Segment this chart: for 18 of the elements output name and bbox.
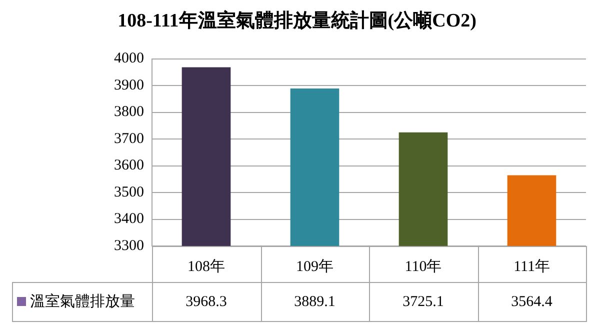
y-tick-label: 3900: [114, 77, 144, 94]
y-tick-label: 4000: [114, 50, 144, 67]
y-tick-label: 3600: [114, 158, 144, 174]
text: 溫室氣體排放量: [30, 292, 135, 310]
x-tick-label: 109年: [296, 258, 334, 275]
data-label: 3725.1: [402, 294, 444, 310]
data-label: 3968.3: [186, 294, 227, 310]
data-label: 3889.1: [294, 294, 336, 310]
x-tick-label: 108年: [188, 258, 225, 275]
y-tick-label: 3300: [114, 238, 144, 254]
data-label: 3564.4: [511, 294, 553, 310]
x-tick-label: 111年: [514, 258, 550, 275]
x-tick-label: 110年: [404, 258, 442, 275]
chart-title: 108-111年溫室氣體排放量統計圖(公噸CO2): [118, 9, 476, 32]
y-tick-label: 3700: [114, 130, 144, 147]
y-tick-label: 3400: [114, 211, 144, 228]
y-tick-label: 3500: [114, 184, 144, 200]
y-tick-label: 3800: [114, 104, 144, 120]
